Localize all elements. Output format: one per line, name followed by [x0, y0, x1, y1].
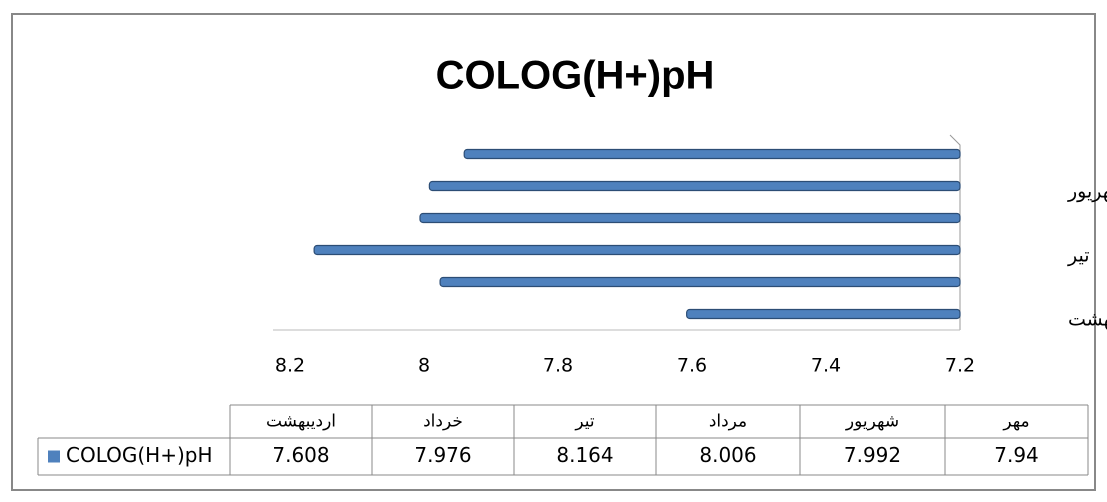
bar: [686, 308, 961, 320]
table-header: تیر: [574, 412, 595, 432]
table-value: 8.006: [699, 443, 756, 467]
x-tick-label: 7.4: [811, 355, 841, 377]
x-tick-label: 8.2: [275, 355, 305, 377]
table-value: 7.992: [844, 443, 901, 467]
bar: [313, 244, 961, 256]
x-tick-label: 7.8: [543, 355, 573, 377]
table-value: 7.608: [272, 443, 329, 467]
table-header: مرداد: [709, 412, 747, 432]
table-header: مهر: [1002, 412, 1029, 432]
table-header: شهریور: [845, 412, 899, 432]
y-tick-label: اردیبهشت: [1068, 309, 1107, 331]
table-value: 7.976: [414, 443, 471, 467]
x-tick-label: 7.6: [677, 355, 707, 377]
legend-label: COLOG(H+)pH: [66, 443, 213, 467]
table-value: 7.94: [994, 443, 1039, 467]
bar: [419, 212, 961, 224]
legend-swatch: [48, 450, 60, 463]
bar: [428, 180, 961, 192]
bar: [439, 276, 961, 288]
chart-title: COLOG(H+)pH: [436, 54, 715, 98]
x-tick-label: 7.2: [945, 355, 975, 377]
bar: [463, 148, 961, 160]
y-tick-label: شهریور: [1067, 181, 1107, 203]
x-tick-label: 8: [418, 355, 430, 377]
table-header: اردیبهشت: [266, 412, 336, 432]
y-tick-label: تیر: [1067, 245, 1090, 267]
table-header: خرداد: [423, 412, 463, 432]
table-value: 8.164: [556, 443, 613, 467]
plot-wall: [949, 134, 961, 330]
